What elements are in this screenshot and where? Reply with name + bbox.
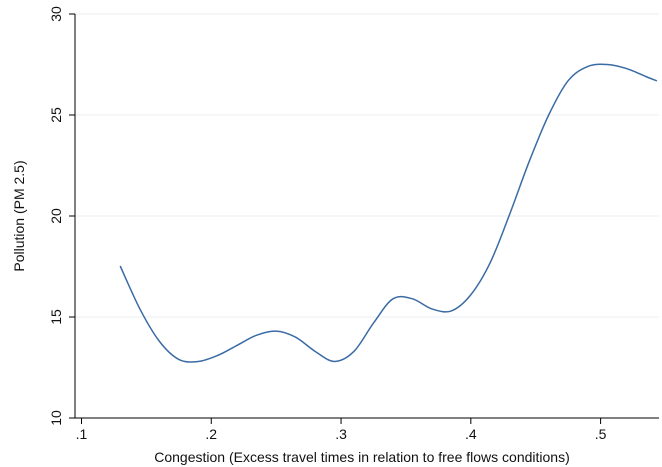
x-tick-label: .1: [76, 426, 88, 442]
y-tick-label: 15: [48, 309, 64, 325]
x-axis-title: Congestion (Excess travel times in relat…: [154, 449, 570, 465]
y-tick-label: 30: [48, 6, 64, 22]
x-tick-label: .3: [335, 426, 347, 442]
series-group: [119, 63, 658, 363]
x-tick-label: .4: [465, 426, 477, 442]
y-axis-title: Pollution (PM 2.5): [11, 160, 27, 271]
x-tick-label: .5: [595, 426, 607, 442]
x-tick-label: .2: [205, 426, 217, 442]
tick-marks: 10 15 20 25 30 .1 .2 .3 .4 .5: [48, 6, 607, 442]
series-line-0: [119, 63, 658, 363]
y-tick-label: 20: [48, 208, 64, 224]
y-tick-label: 25: [48, 107, 64, 123]
y-tick-label: 10: [48, 410, 64, 426]
grid-lines: [75, 13, 659, 318]
